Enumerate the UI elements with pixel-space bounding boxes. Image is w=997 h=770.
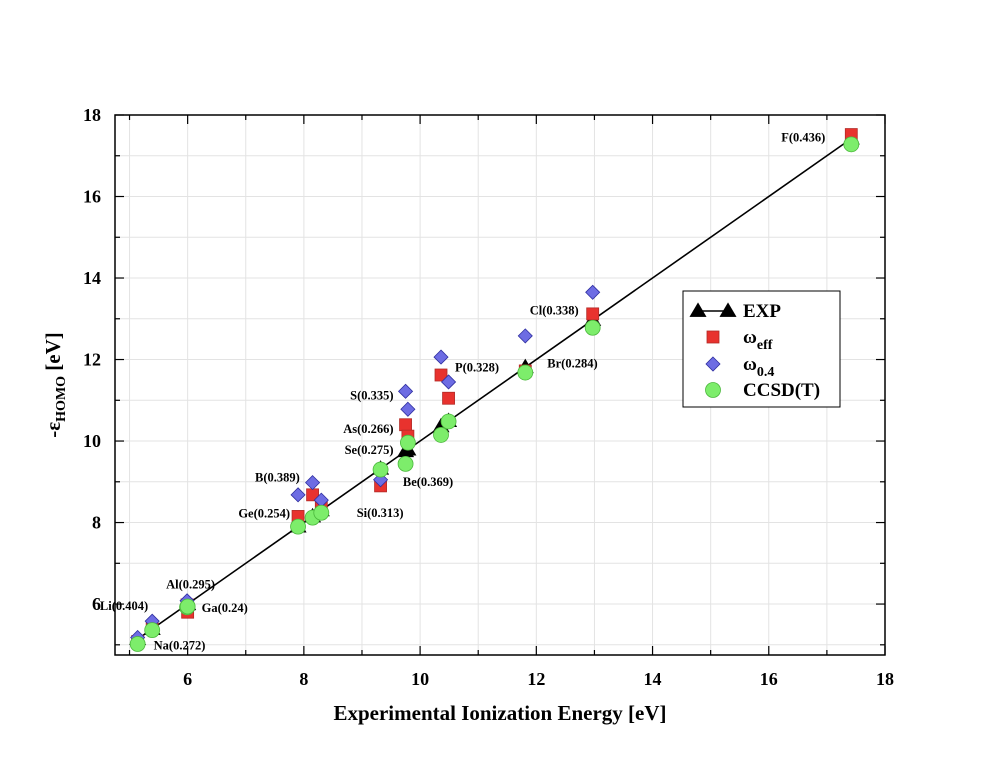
point-circle [372, 461, 389, 478]
y-tick-label: 16 [83, 187, 101, 207]
point-diamond [398, 383, 414, 399]
point-diamond [517, 328, 533, 344]
legend-label: EXP [743, 301, 781, 322]
legend-marker-triangle [719, 302, 737, 317]
y-tick-label: 10 [83, 431, 101, 451]
point-circle [129, 636, 146, 652]
point-square [586, 307, 600, 321]
point-label: Be(0.369) [403, 475, 453, 489]
point-circle [584, 319, 601, 336]
x-tick-label: 8 [299, 669, 308, 689]
point-circle [144, 622, 161, 639]
legend-marker-square [706, 330, 720, 344]
point-label: P(0.328) [455, 361, 499, 375]
point-label: S(0.335) [350, 388, 393, 402]
point-label: Se(0.275) [345, 443, 394, 457]
y-axis-title-subscript: HOMO [54, 376, 69, 422]
point-label: Ga(0.24) [202, 601, 248, 615]
y-tick-label: 6 [92, 594, 101, 614]
point-label: Cl(0.338) [530, 304, 579, 318]
legend-marker-diamond [705, 356, 721, 372]
x-tick-label: 14 [644, 669, 662, 689]
y-tick-label: 8 [92, 513, 101, 533]
point-label: F(0.436) [781, 130, 825, 144]
point-circle [843, 136, 860, 153]
series-CCSD(T) [129, 136, 860, 652]
point-circle [399, 434, 416, 451]
x-tick-label: 18 [876, 669, 894, 689]
point-circle [397, 455, 414, 472]
point-label: Na(0.272) [154, 639, 206, 653]
x-axis-title: Experimental Ionization Energy [eV] [333, 701, 666, 725]
y-tick-label: 18 [83, 105, 101, 125]
point-circle [440, 413, 457, 430]
point-circle [313, 504, 330, 521]
y-axis-title-prefix: -ε [41, 422, 65, 438]
point-diamond [400, 401, 416, 417]
point-label: Si(0.313) [357, 506, 404, 520]
x-tick-label: 10 [411, 669, 429, 689]
legend-label: ωeff [743, 327, 773, 353]
plot-frame [114, 114, 886, 656]
legend-label: ω0.4 [743, 354, 774, 380]
point-label: Li(0.404) [100, 599, 148, 613]
data-points [129, 128, 860, 652]
x-tick-label: 16 [760, 669, 778, 689]
x-tick-label: 12 [527, 669, 545, 689]
point-label: Br(0.284) [547, 357, 597, 371]
point-labels: F(0.436) Cl(0.338) Br(0.284) P(0.328) S(0.33… [100, 130, 825, 652]
point-label: As(0.266) [343, 422, 393, 436]
point-diamond [585, 284, 601, 300]
point-square [434, 368, 448, 382]
point-label: B(0.389) [255, 471, 300, 485]
point-label: Al(0.295) [166, 577, 215, 591]
legend-marker-triangle [689, 302, 707, 317]
point-diamond [290, 487, 306, 503]
y-axis-title: -εHOMO [eV] [41, 332, 69, 438]
fit-line-layer [137, 137, 852, 640]
point-diamond [441, 374, 457, 390]
y-axis-title-suffix: [eV] [41, 332, 65, 376]
point-circle [433, 427, 449, 443]
fit-line [137, 137, 852, 640]
point-square [399, 418, 412, 432]
axis-ticks [115, 114, 886, 655]
legend-marker-circle [705, 382, 721, 398]
x-tick-label: 6 [183, 669, 192, 689]
point-circle [517, 364, 534, 381]
point-circle [179, 598, 196, 615]
tick-labels: 6 8 10 12 14 16 18 6 8 10 12 14 16 18 [83, 105, 894, 689]
legend-label: CCSD(T) [743, 380, 820, 401]
point-circle [290, 518, 306, 535]
point-square [442, 391, 455, 405]
point-diamond [433, 349, 449, 365]
point-diamond [305, 475, 321, 491]
y-tick-label: 12 [83, 350, 101, 370]
point-label: Ge(0.254) [238, 507, 290, 521]
y-tick-label: 14 [83, 268, 101, 288]
